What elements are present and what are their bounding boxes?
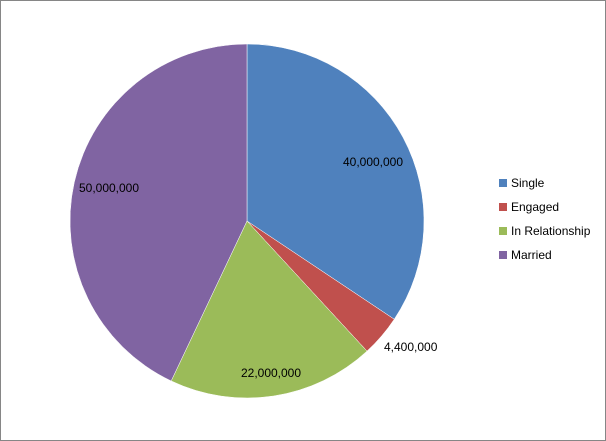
data-label-engaged: 4,400,000 [384, 340, 438, 354]
legend: Single Engaged In Relationship Married [499, 176, 591, 262]
legend-swatch-engaged [499, 203, 507, 211]
legend-swatch-married [499, 251, 507, 259]
data-label-single: 40,000,000 [343, 155, 403, 169]
pie-slices [69, 43, 425, 399]
legend-label-married: Married [511, 248, 552, 262]
legend-label-engaged: Engaged [511, 200, 559, 214]
legend-swatch-in-relationship [499, 227, 507, 235]
legend-label-in-relationship: In Relationship [511, 224, 591, 238]
data-label-in-relationship: 22,000,000 [241, 366, 301, 380]
legend-swatch-single [499, 179, 507, 187]
data-label-married: 50,000,000 [79, 181, 139, 195]
legend-label-single: Single [511, 176, 545, 190]
data-labels: 40,000,000 4,400,000 22,000,000 50,000,000 [79, 155, 438, 380]
pie-slice-married [69, 43, 248, 382]
pie-slice-in-relationship [170, 220, 368, 399]
